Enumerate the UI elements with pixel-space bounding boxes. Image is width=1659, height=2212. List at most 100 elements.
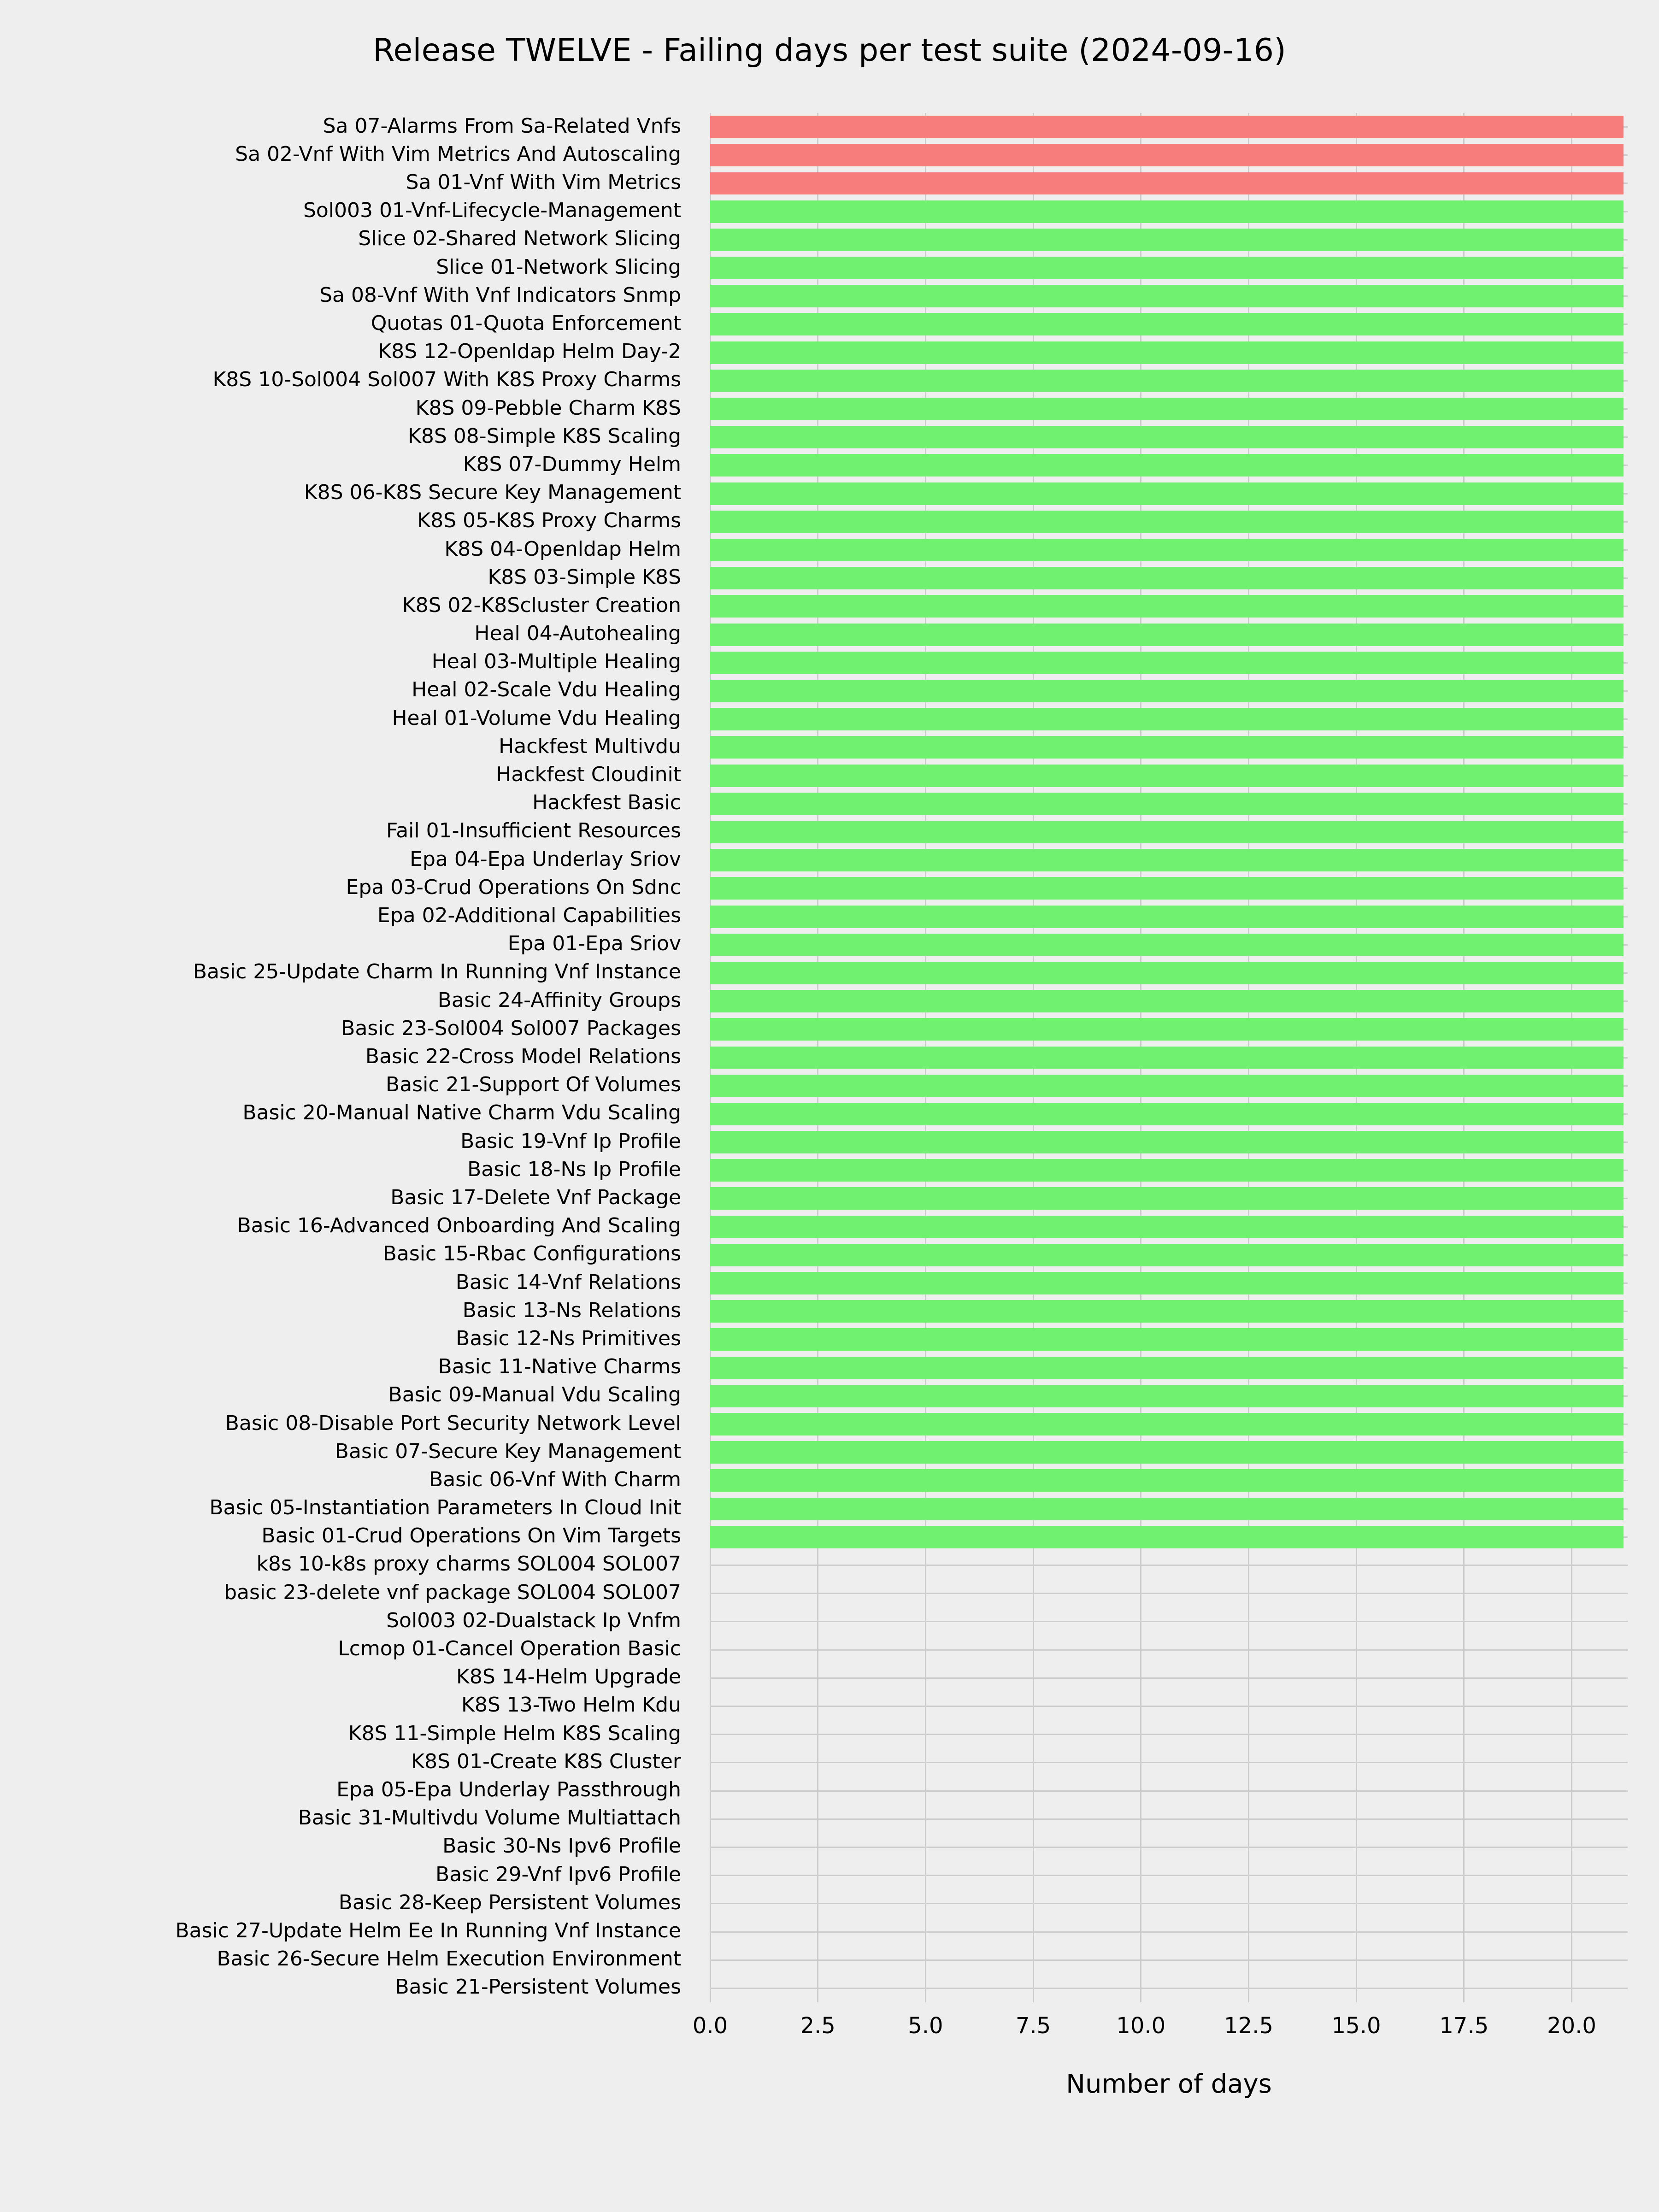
y-tick-label: Basic 12-Ns Primitives: [456, 1326, 681, 1350]
y-tick-label: Basic 06-Vnf With Charm: [429, 1467, 681, 1491]
bar[interactable]: [710, 990, 1624, 1013]
bar[interactable]: [710, 1215, 1624, 1238]
y-tick-label: K8S 01-Create K8S Cluster: [411, 1749, 681, 1773]
bar[interactable]: [710, 257, 1624, 280]
bar-row: [710, 1441, 1628, 1464]
bar-row: [710, 792, 1628, 815]
bar[interactable]: [710, 792, 1624, 815]
bar-row: [710, 539, 1628, 561]
bar[interactable]: [710, 1074, 1624, 1097]
bar[interactable]: [710, 567, 1624, 590]
y-tick-label: Basic 18-Ns Ip Profile: [467, 1157, 681, 1181]
y-tick-label: K8S 06-K8S Secure Key Management: [304, 481, 681, 505]
plot-area: [709, 113, 1628, 2002]
bar-row: [710, 764, 1628, 787]
bar-row: [710, 369, 1628, 392]
x-tick-label: 20.0: [1547, 2013, 1596, 2039]
bar[interactable]: [710, 1300, 1624, 1323]
bar[interactable]: [710, 1102, 1624, 1125]
bar[interactable]: [710, 539, 1624, 561]
y-tick-label: K8S 08-Simple K8S Scaling: [408, 424, 681, 448]
bar-row: [710, 1751, 1628, 1774]
bar[interactable]: [710, 398, 1624, 420]
bar[interactable]: [710, 736, 1624, 759]
bar[interactable]: [710, 341, 1624, 364]
bar[interactable]: [710, 1497, 1624, 1520]
bar[interactable]: [710, 1525, 1624, 1548]
y-tick-label: Sa 07-Alarms From Sa-Related Vnfs: [323, 114, 681, 138]
bar[interactable]: [710, 877, 1624, 900]
bar[interactable]: [710, 680, 1624, 702]
gridline-y-52: [710, 1593, 1628, 1594]
bar[interactable]: [710, 1328, 1624, 1351]
bar-row: [710, 1639, 1628, 1661]
bar[interactable]: [710, 1469, 1624, 1492]
bar[interactable]: [710, 961, 1624, 984]
y-tick-label: Basic 01-Crud Operations On Vim Targets: [261, 1524, 681, 1548]
bar[interactable]: [710, 1159, 1624, 1182]
bar[interactable]: [710, 651, 1624, 674]
bar[interactable]: [710, 285, 1624, 308]
bar[interactable]: [710, 1356, 1624, 1379]
y-tick-label: Basic 20-Manual Native Charm Vdu Scaling: [242, 1101, 681, 1125]
bar[interactable]: [710, 595, 1624, 618]
bar[interactable]: [710, 200, 1624, 223]
bar[interactable]: [710, 1272, 1624, 1295]
bar[interactable]: [710, 1018, 1624, 1041]
bar-row: [710, 1384, 1628, 1407]
bar-row: [710, 1187, 1628, 1210]
bar[interactable]: [710, 369, 1624, 392]
bar[interactable]: [710, 623, 1624, 646]
bar[interactable]: [710, 933, 1624, 956]
bar-row: [710, 398, 1628, 420]
bar[interactable]: [710, 426, 1624, 449]
bar-row: [710, 144, 1628, 167]
bar[interactable]: [710, 482, 1624, 505]
bar[interactable]: [710, 1441, 1624, 1464]
bar[interactable]: [710, 820, 1624, 843]
bar[interactable]: [710, 1131, 1624, 1154]
bar-row: [710, 905, 1628, 928]
bar[interactable]: [710, 708, 1624, 731]
bar[interactable]: [710, 144, 1624, 167]
bar-row: [710, 595, 1628, 618]
bar-row: [710, 990, 1628, 1013]
bar-row: [710, 1864, 1628, 1887]
bar[interactable]: [710, 228, 1624, 251]
x-axis-title: Number of days: [1066, 2069, 1272, 2099]
bar[interactable]: [710, 454, 1624, 477]
bar[interactable]: [710, 1046, 1624, 1069]
y-tick-label: Basic 27-Update Helm Ee In Running Vnf I…: [175, 1919, 681, 1942]
y-tick-label: Lcmop 01-Cancel Operation Basic: [338, 1637, 681, 1661]
bar[interactable]: [710, 510, 1624, 533]
bar[interactable]: [710, 764, 1624, 787]
y-tick-label: K8S 03-Simple K8S: [488, 565, 681, 589]
bar-row: [710, 849, 1628, 872]
y-tick-label: Basic 09-Manual Vdu Scaling: [388, 1383, 681, 1407]
bar[interactable]: [710, 116, 1624, 139]
bar-row: [710, 1102, 1628, 1125]
bar[interactable]: [710, 1384, 1624, 1407]
bar-row: [710, 116, 1628, 139]
bar-row: [710, 426, 1628, 449]
x-tick-label: 17.5: [1439, 2013, 1489, 2039]
y-tick-label: Basic 17-Delete Vnf Package: [390, 1185, 681, 1209]
bar[interactable]: [710, 849, 1624, 872]
bar-row: [710, 1695, 1628, 1718]
bar-row: [710, 1497, 1628, 1520]
y-tick-label: Sa 02-Vnf With Vim Metrics And Autoscali…: [235, 142, 681, 166]
gridline-y-65: [710, 1959, 1628, 1961]
y-tick-label: K8S 09-Pebble Charm K8S: [415, 396, 681, 420]
bar[interactable]: [710, 313, 1624, 336]
bar[interactable]: [710, 1413, 1624, 1435]
bar[interactable]: [710, 1187, 1624, 1210]
gridline-y-62: [710, 1875, 1628, 1877]
bar[interactable]: [710, 172, 1624, 195]
y-tick-label: Sa 08-Vnf With Vnf Indicators Snmp: [319, 283, 681, 307]
bar[interactable]: [710, 1243, 1624, 1266]
bar-row: [710, 1723, 1628, 1746]
bar-row: [710, 1300, 1628, 1323]
y-tick-label: K8S 05-K8S Proxy Charms: [417, 509, 681, 533]
bar[interactable]: [710, 905, 1624, 928]
